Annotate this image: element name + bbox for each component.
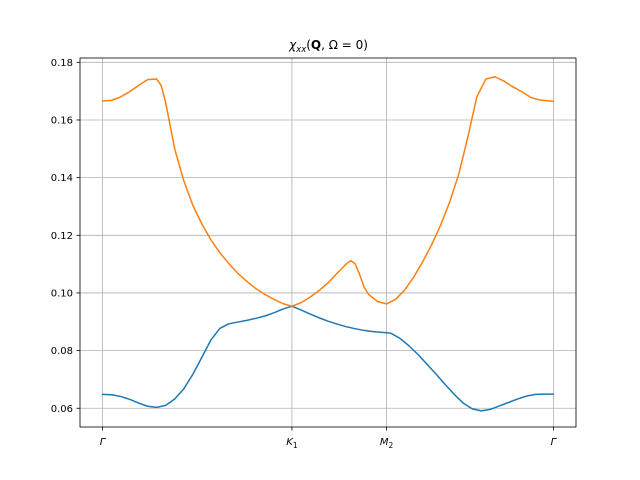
y-tick-label: 0.06 [51,404,73,415]
series-layer [101,75,555,412]
chart-title: χxx(Q, Ω = 0) [288,38,368,55]
y-tick-label: 0.12 [51,231,73,242]
series-line-2 [101,75,555,307]
series-line-1 [101,305,555,412]
x-tick-label: K1 [286,437,298,450]
grid [80,58,576,427]
x-tick-label: M2 [380,437,394,450]
axes: 0.06 0.08 0.10 0.12 0.14 0.16 0.18 Γ K1 M2 Γ [51,57,577,450]
y-tick-label: 0.16 [51,115,73,126]
y-tick-label: 0.14 [51,173,73,184]
y-tick-label: 0.08 [51,346,73,357]
y-tick-label: 0.10 [51,288,73,299]
x-tick-label: Γ [100,437,107,448]
y-tick-label: 0.18 [51,58,73,69]
x-tick-label: Γ [551,437,558,448]
plot-frame [79,57,577,428]
